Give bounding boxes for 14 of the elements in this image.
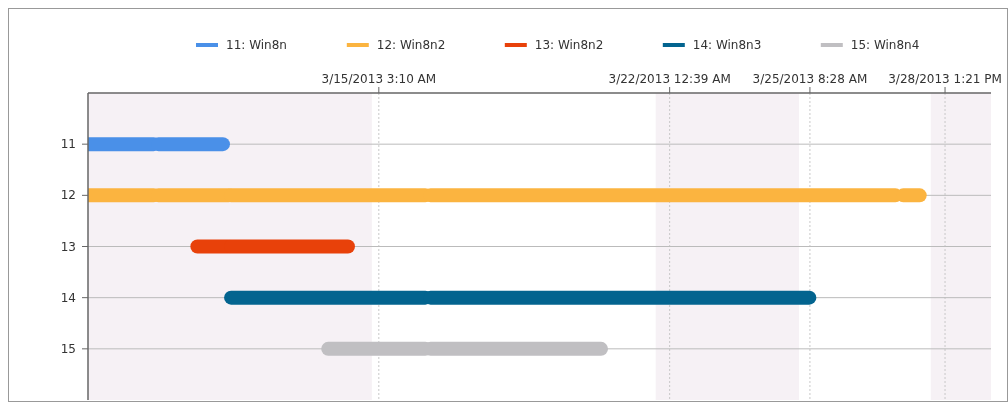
y-tick-label: 15 (60, 341, 76, 356)
legend-label: 14: Win8n3 (692, 38, 762, 52)
x-tick-label: 3/22/2013 12:39 AM (608, 72, 731, 86)
legend-label: 12: Win8n2 (376, 38, 446, 52)
y-tick-label: 14 (60, 290, 76, 305)
y-tick-label: 13 (60, 239, 76, 254)
x-tick-label: 3/25/2013 8:28 AM (752, 72, 868, 86)
y-tick-label: 12 (60, 188, 76, 203)
legend-label: 11: Win8n (226, 38, 287, 52)
x-tick-label: 3/15/2013 3:10 AM (321, 72, 437, 86)
legend-label: 13: Win8n2 (534, 38, 604, 52)
legend-label: 15: Win8n4 (850, 38, 920, 52)
x-tick-label: 3/28/2013 1:21 PM (888, 72, 1002, 86)
y-tick-label: 11 (60, 137, 76, 152)
